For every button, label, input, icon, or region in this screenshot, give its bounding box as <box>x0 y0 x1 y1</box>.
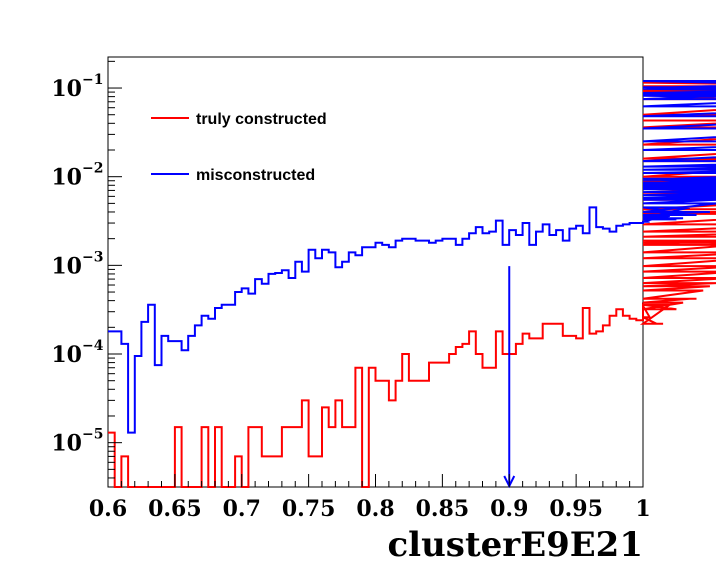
series-group <box>108 80 716 489</box>
y-tick-label-base: 10 <box>51 342 82 368</box>
y-tick-label-exponent: −4 <box>82 338 104 354</box>
x-tick-label: 0.8 <box>356 496 394 522</box>
plot-area-border <box>107 56 644 488</box>
y-tick-label-base: 10 <box>51 431 82 457</box>
y-tick-label-base: 10 <box>51 253 82 279</box>
series-line-truly-constructed <box>108 81 716 488</box>
legend-label-mis: misconstructed <box>196 167 315 184</box>
x-tick-label: 1 <box>635 496 650 522</box>
x-tick-label: 0.7 <box>223 496 261 522</box>
y-tick-label-exponent: −2 <box>82 161 103 177</box>
x-axis-title: clusterE9E21 <box>387 525 643 565</box>
legend: truly constructed misconstructed <box>151 111 327 184</box>
legend-label-truly: truly constructed <box>196 111 327 128</box>
y-tick-label-exponent: −1 <box>82 72 103 88</box>
y-tick-label-exponent: −5 <box>82 427 103 443</box>
plot-frame <box>107 56 644 488</box>
x-tick-label: 0.75 <box>282 496 336 522</box>
y-tick-label-base: 10 <box>51 76 82 102</box>
axes: 0.6 0.65 0.7 0.75 0.8 0.85 0.9 0.95 110 −110 −210−… <box>51 60 651 522</box>
x-tick-label: 0.6 <box>89 496 127 522</box>
y-tick-label-exponent: −3 <box>82 249 103 265</box>
series-line-misconstructed <box>108 80 716 434</box>
x-tick-label: 0.95 <box>549 496 603 522</box>
x-tick-label: 0.65 <box>148 496 202 522</box>
x-tick-label: 0.9 <box>490 496 528 522</box>
x-tick-label: 0.85 <box>416 496 470 522</box>
y-tick-label-base: 10 <box>51 165 82 191</box>
